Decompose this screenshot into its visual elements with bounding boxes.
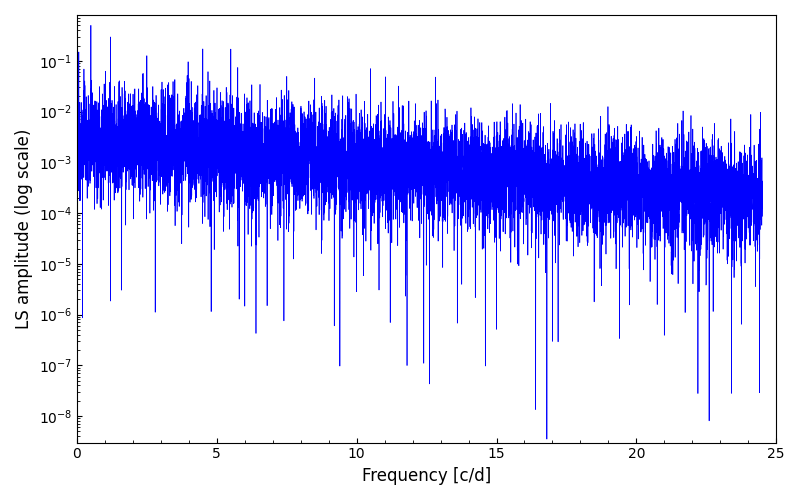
Y-axis label: LS amplitude (log scale): LS amplitude (log scale) — [15, 128, 33, 329]
X-axis label: Frequency [c/d]: Frequency [c/d] — [362, 467, 491, 485]
